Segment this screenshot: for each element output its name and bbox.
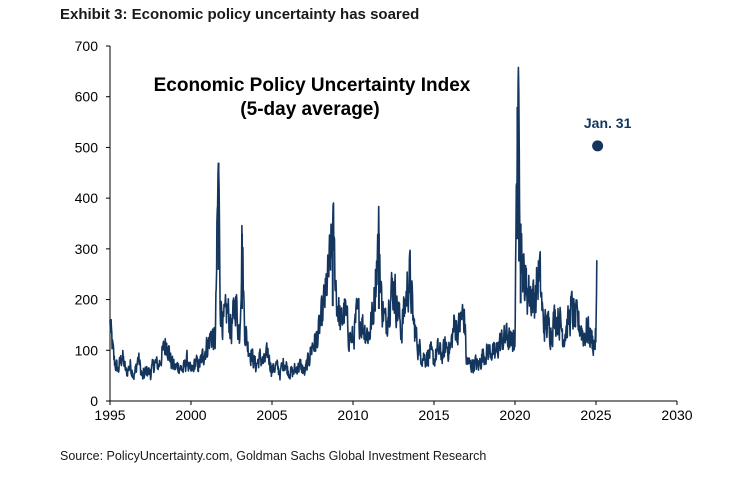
y-tick-label: 300 — [75, 241, 99, 257]
series-line — [109, 66, 598, 381]
chart-title: Economic Policy Uncertainty Index — [154, 75, 471, 96]
x-tick-label: 2000 — [175, 407, 206, 423]
y-tick-label: 0 — [90, 393, 98, 409]
x-axis: 1995 2000 2005 2010 2015 2020 2025 2030 — [94, 400, 693, 423]
y-tick-label: 500 — [75, 139, 99, 155]
chart-subtitle: (5-day average) — [240, 99, 379, 120]
annotation-label: Jan. 31 — [584, 115, 632, 131]
y-axis: 0 100 200 300 400 500 600 700 — [75, 38, 111, 409]
x-tick-label: 2015 — [418, 407, 449, 423]
y-tick-label: 700 — [75, 38, 99, 54]
x-tick-label: 2020 — [499, 407, 530, 423]
annotation-point — [592, 140, 604, 152]
series-group — [109, 66, 598, 381]
y-tick-label: 400 — [75, 190, 99, 206]
y-tick-label: 200 — [75, 292, 99, 308]
y-tick-label: 100 — [75, 342, 99, 358]
x-tick-label: 2025 — [580, 407, 611, 423]
x-tick-label: 2005 — [256, 407, 287, 423]
source-note: Source: PolicyUncertainty.com, Goldman S… — [60, 449, 487, 463]
x-tick-label: 2030 — [661, 407, 692, 423]
y-tick-label: 600 — [75, 89, 99, 105]
x-tick-label: 1995 — [94, 407, 125, 423]
annotations-group: Jan. 31 — [584, 115, 632, 152]
x-tick-label: 2010 — [337, 407, 368, 423]
exhibit-title: Exhibit 3: Economic policy uncertainty h… — [60, 6, 420, 23]
